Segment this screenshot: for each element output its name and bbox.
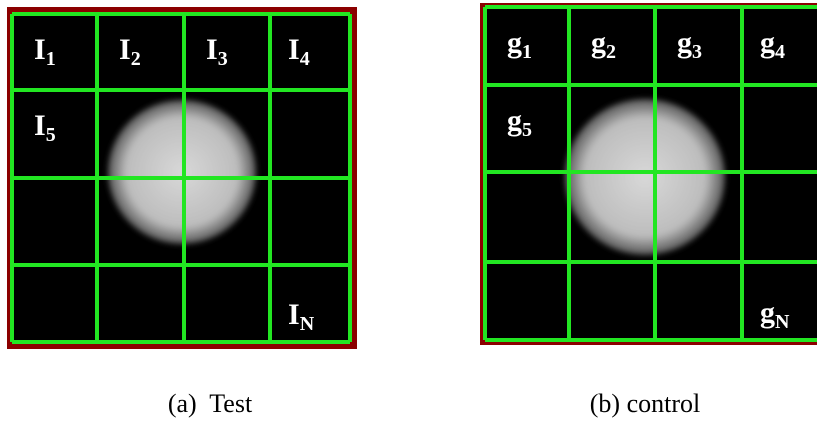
label-sub: 4	[300, 48, 310, 70]
label-base: g	[760, 296, 775, 329]
cell-label: g2	[591, 26, 616, 63]
label-sub: 1	[522, 41, 532, 63]
label-base: g	[591, 26, 606, 59]
caption: (b) control	[590, 389, 700, 418]
label-base: I	[288, 33, 300, 66]
label-base: I	[34, 33, 46, 66]
label-base: I	[119, 33, 131, 66]
label-sub: 3	[218, 48, 228, 70]
label-base: g	[677, 26, 692, 59]
label-sub: 3	[692, 41, 702, 63]
cell-label: gN	[760, 296, 790, 333]
brain-blob	[565, 99, 725, 255]
cell-label: IN	[288, 298, 315, 335]
label-base: I	[206, 33, 218, 66]
cell-label: I1	[34, 33, 56, 70]
label-sub: N	[300, 313, 315, 335]
label-base: I	[34, 109, 46, 142]
label-sub: 5	[522, 119, 532, 141]
label-sub: 1	[46, 48, 56, 70]
cell-label: I3	[206, 33, 228, 70]
cell-label: I4	[288, 33, 310, 70]
label-base: I	[288, 298, 300, 331]
label-sub: 2	[131, 48, 141, 70]
caption: (a) Test	[168, 389, 253, 418]
label-base: g	[760, 26, 775, 59]
cell-label: g3	[677, 26, 702, 63]
label-sub: 2	[606, 41, 616, 63]
cell-label: g5	[507, 104, 532, 141]
cell-label: g1	[507, 26, 532, 63]
label-base: g	[507, 26, 522, 59]
cell-label: I2	[119, 33, 141, 70]
label-sub: 5	[46, 124, 56, 146]
label-sub: 4	[775, 41, 785, 63]
cell-label: g4	[760, 26, 785, 63]
label-base: g	[507, 104, 522, 137]
label-sub: N	[775, 311, 790, 333]
cell-label: I5	[34, 109, 56, 146]
